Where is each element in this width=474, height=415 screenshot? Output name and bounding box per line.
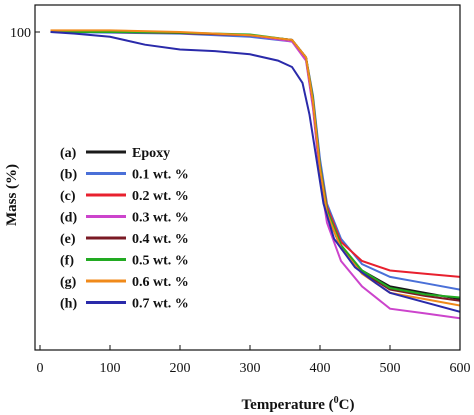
series-group [50,29,460,320]
legend-label: 0.2 wt. % [132,189,189,204]
x-tick-label: 500 [380,361,401,376]
series-line-h [50,31,460,313]
legend-letter: (f) [60,254,74,269]
legend-label: 0.7 wt. % [132,297,189,312]
plot-frame [34,4,461,351]
y-tick-label: 100 [10,26,31,41]
legend-letter: (d) [60,211,77,226]
series-line-c [50,31,460,278]
legend-letter: (g) [60,275,77,290]
x-tick-label: 600 [450,361,471,376]
legend-letter: (a) [60,146,77,161]
series-line-f [50,31,460,299]
x-tick-label: 400 [310,361,331,376]
series-line-b [50,31,460,291]
legend-label: 0.5 wt. % [132,254,189,269]
x-tick-label: 200 [170,361,191,376]
legend-letter: (b) [60,168,77,183]
series-line-d [50,31,460,320]
x-tick-label: 100 [100,361,121,376]
y-axis-title: Mass (%) [4,164,20,226]
x-tick-label: 300 [240,361,261,376]
y-axis: 100 [10,26,40,41]
legend-letter: (c) [60,189,76,204]
legend-label: 0.3 wt. % [132,211,189,226]
legend-letter: (e) [60,232,76,247]
x-tick-label: 0 [37,361,44,376]
legend-label: 0.6 wt. % [132,275,189,290]
legend: (a) Epoxy (b) 0.1 wt. % (c) 0.2 wt. % (d) 0.3 w… [60,146,189,312]
legend-letter: (h) [60,297,77,312]
legend-label: 0.1 wt. % [132,168,189,183]
series-line-g [50,29,460,307]
legend-label: 0.4 wt. % [132,232,189,247]
x-axis: 0 100 200 300 400 500 600 [37,345,471,376]
x-axis-title: Temperature (0C) [242,395,355,413]
legend-label: Epoxy [132,146,170,161]
